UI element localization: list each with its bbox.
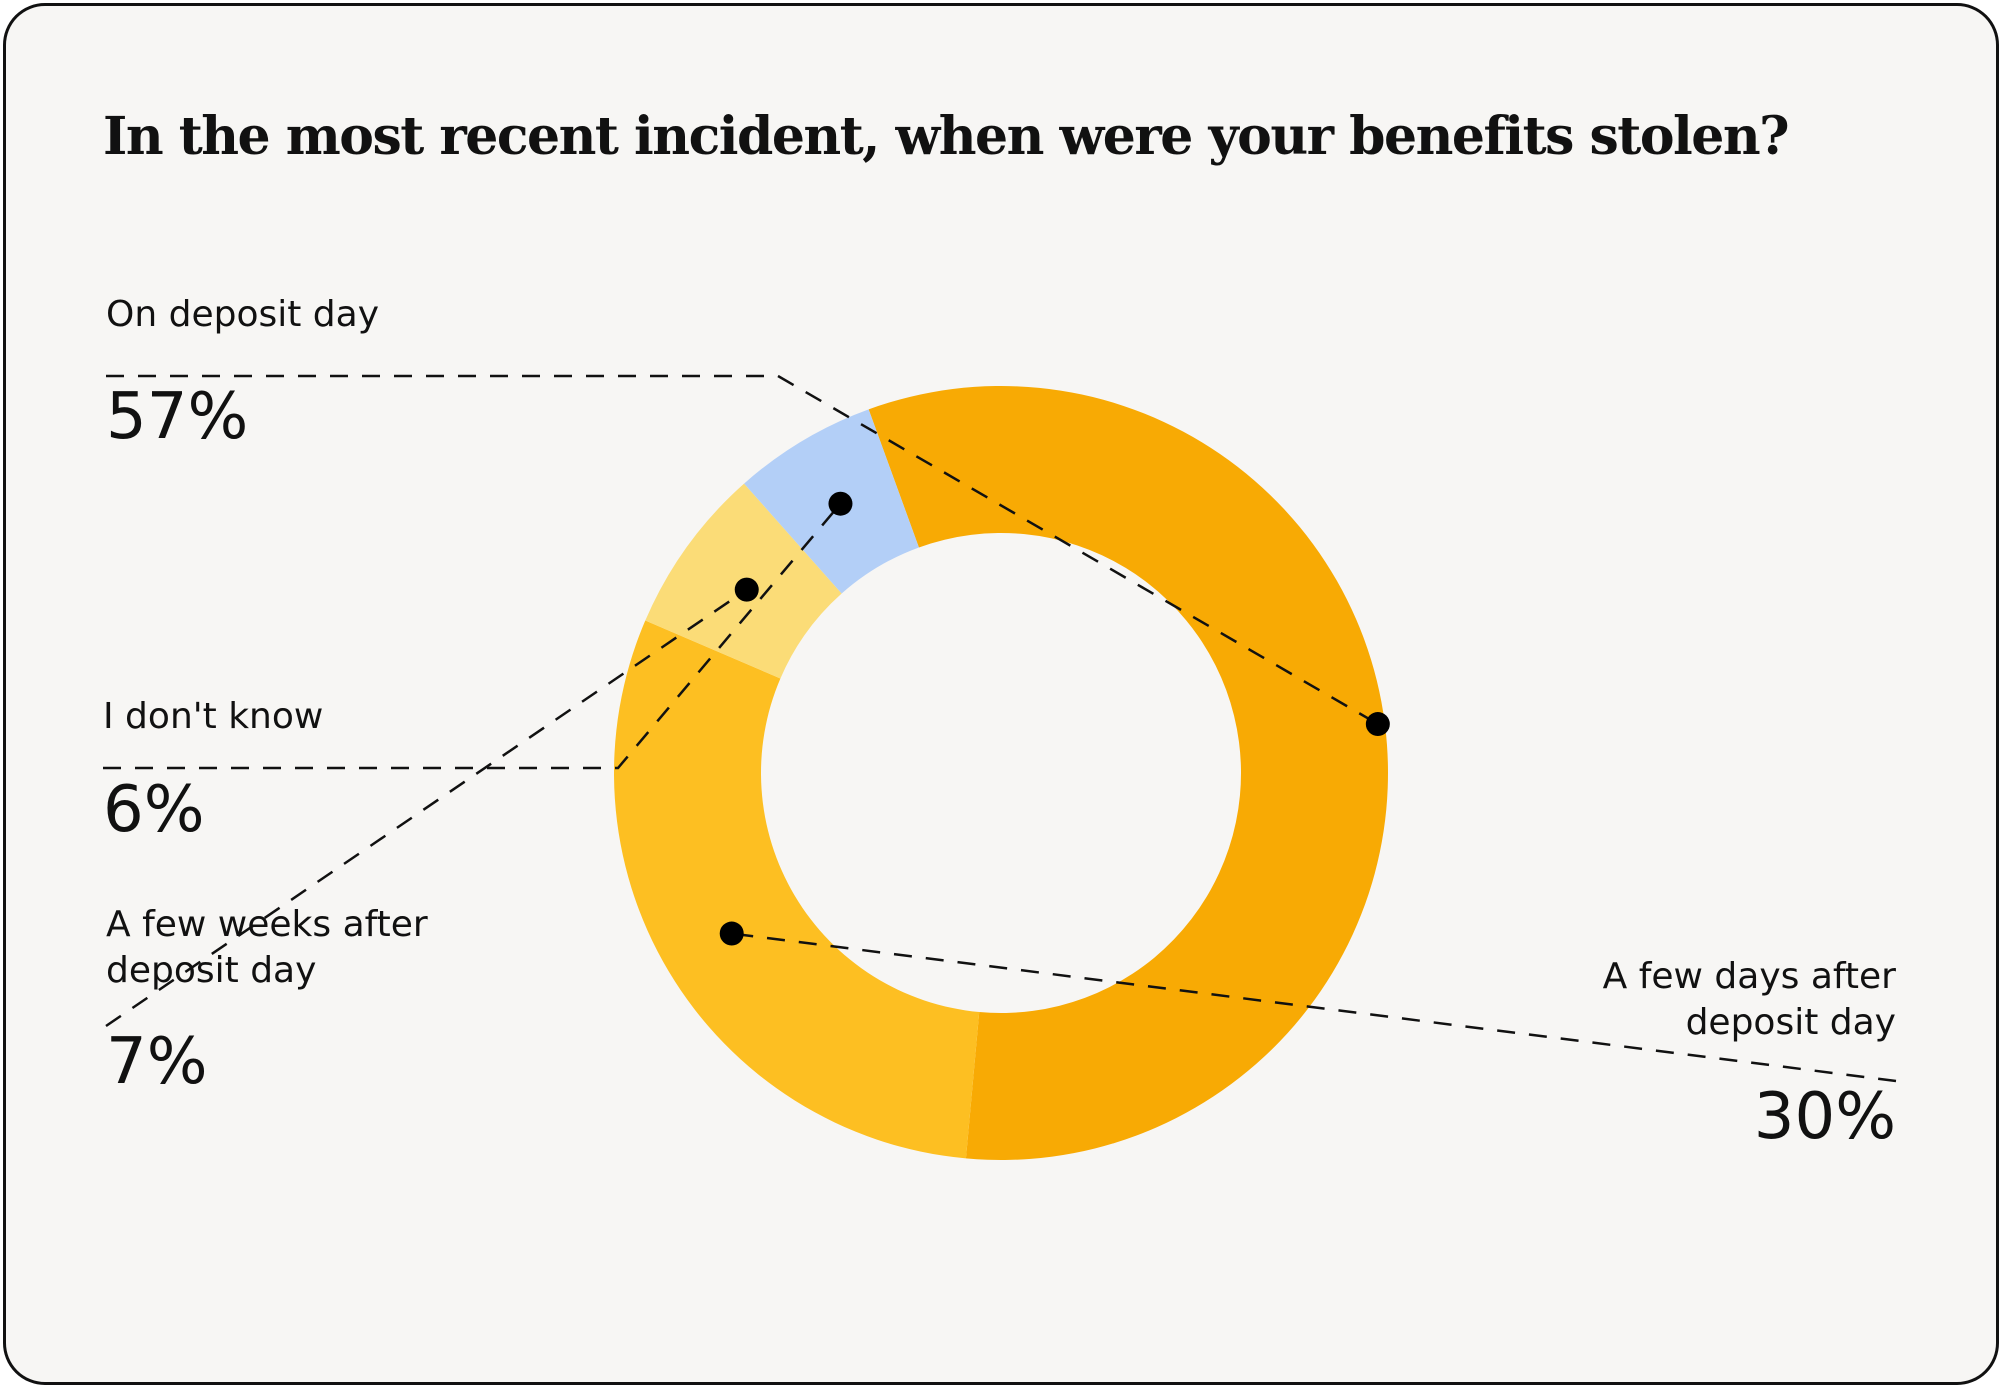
marker-dot-on-deposit-day	[1365, 712, 1390, 737]
slice-on-deposit-day	[868, 386, 1388, 1160]
leader-line-a-few-days-after-deposit-day	[731, 932, 1897, 1083]
slice-label-on-deposit-day: On deposit day	[106, 294, 379, 335]
leader-line-on-deposit-day	[106, 374, 1379, 726]
slice-value-a-few-weeks-after-deposit-day: 7%	[106, 1025, 208, 1099]
donut-chart: On deposit day 57% A few days after deposit…	[103, 294, 1897, 1160]
slice-a-few-days-after-deposit-day	[614, 620, 980, 1159]
slice-label-a-few-weeks-after-deposit-day: A few weeks after	[106, 904, 428, 945]
slice-label-a-few-days-after-deposit-day: deposit day	[1686, 1002, 1896, 1043]
chart-card: In the most recent incident, when were y…	[3, 3, 1999, 1385]
chart-title: In the most recent incident, when were y…	[103, 106, 1790, 167]
slice-label-i-don-t-know: I don't know	[103, 696, 323, 737]
marker-dot-i-don-t-know	[828, 491, 853, 516]
slice-value-i-don-t-know: 6%	[103, 773, 205, 847]
marker-dot-a-few-weeks-after-deposit-day	[734, 577, 759, 602]
slice-label-a-few-days-after-deposit-day: A few days after	[1603, 956, 1897, 997]
leader-line-a-few-weeks-after-deposit-day	[105, 588, 748, 1028]
leader-line-i-don-t-know	[103, 502, 842, 770]
marker-dot-a-few-days-after-deposit-day	[719, 921, 744, 946]
slice-value-on-deposit-day: 57%	[106, 380, 248, 454]
slice-label-a-few-weeks-after-deposit-day: deposit day	[106, 950, 316, 991]
slice-value-a-few-days-after-deposit-day: 30%	[1754, 1080, 1896, 1154]
